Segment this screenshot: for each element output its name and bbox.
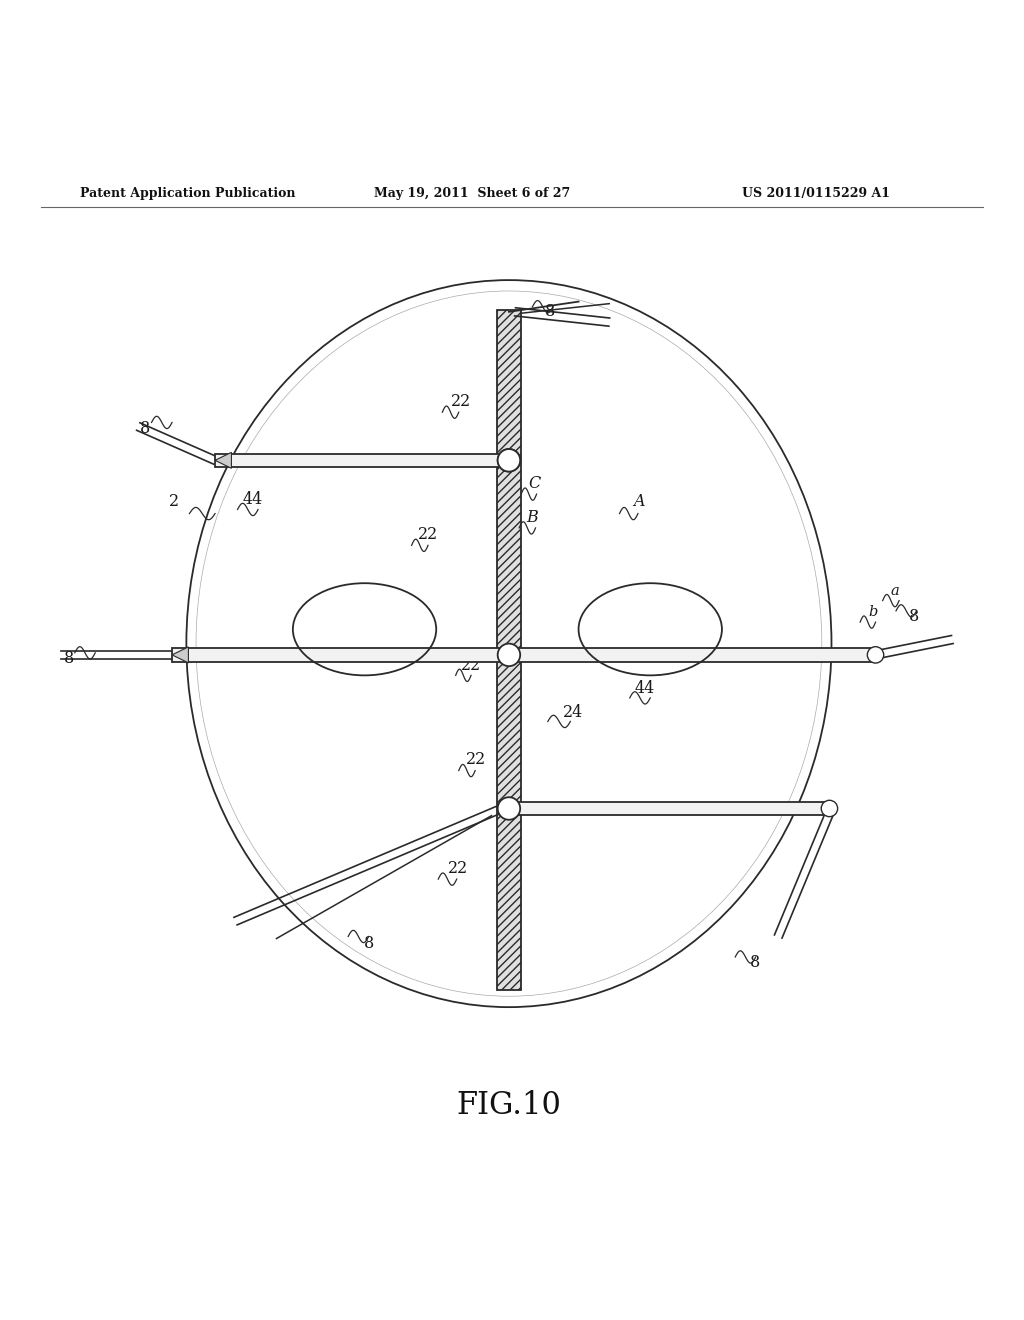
Bar <box>215 454 509 467</box>
Circle shape <box>498 449 520 471</box>
Circle shape <box>867 647 884 663</box>
Text: 8: 8 <box>364 935 374 952</box>
Text: 22: 22 <box>418 527 438 543</box>
Text: b: b <box>868 605 878 619</box>
Text: a: a <box>891 585 900 598</box>
Text: May 19, 2011  Sheet 6 of 27: May 19, 2011 Sheet 6 of 27 <box>374 187 570 201</box>
Text: Patent Application Publication: Patent Application Publication <box>80 187 295 201</box>
Text: A: A <box>633 494 644 511</box>
Text: 22: 22 <box>461 657 481 675</box>
Text: 2: 2 <box>169 494 179 511</box>
Text: 8: 8 <box>545 302 555 319</box>
Circle shape <box>498 449 520 471</box>
Polygon shape <box>215 453 231 469</box>
Circle shape <box>498 797 520 820</box>
Bar <box>509 801 829 816</box>
Bar <box>498 310 520 990</box>
Polygon shape <box>172 647 188 663</box>
Text: 44: 44 <box>243 491 263 508</box>
Text: 8: 8 <box>63 649 74 667</box>
Text: 8: 8 <box>140 420 151 437</box>
Text: 24: 24 <box>563 705 584 721</box>
Text: 22: 22 <box>451 393 471 411</box>
Text: C: C <box>528 475 541 492</box>
Text: 22: 22 <box>466 751 486 768</box>
Text: 8: 8 <box>909 609 920 626</box>
Text: 8: 8 <box>750 954 760 972</box>
Text: US 2011/0115229 A1: US 2011/0115229 A1 <box>742 187 891 201</box>
Circle shape <box>498 644 520 667</box>
Bar <box>172 648 876 661</box>
Text: 44: 44 <box>635 680 655 697</box>
Text: 22: 22 <box>447 861 468 876</box>
Text: B: B <box>526 508 538 525</box>
Text: FIG.10: FIG.10 <box>457 1090 561 1121</box>
Circle shape <box>821 800 838 817</box>
